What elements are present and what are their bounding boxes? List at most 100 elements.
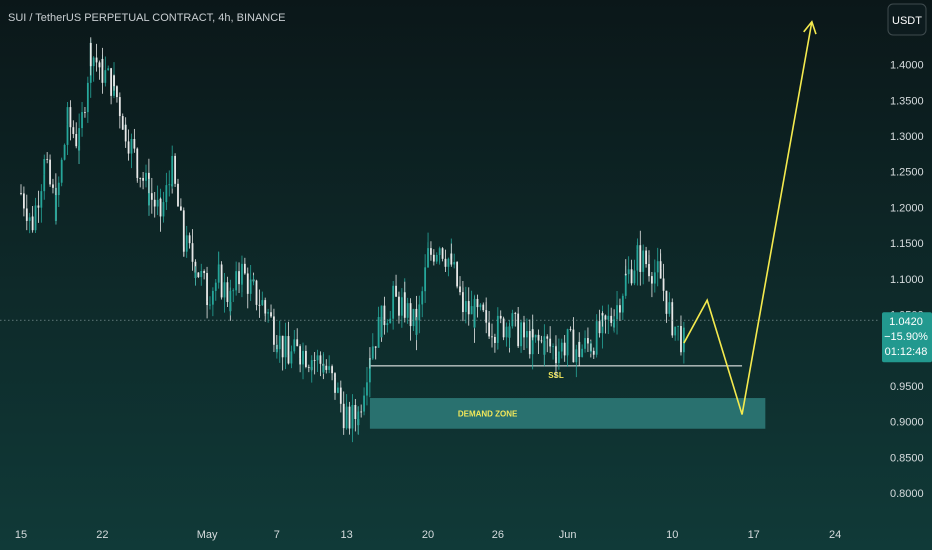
candle-body <box>555 356 557 364</box>
candle-body <box>438 248 441 254</box>
candle-body <box>653 272 656 284</box>
candle-body <box>380 305 383 338</box>
candle-body <box>255 280 258 305</box>
candle-body <box>624 273 627 296</box>
candle-body <box>281 335 284 358</box>
candle-body <box>482 304 485 311</box>
candle-layer <box>20 37 685 443</box>
projection-path[interactable] <box>683 21 813 415</box>
y-tick-label: 1.2000 <box>890 202 924 214</box>
candle-body <box>75 133 78 147</box>
candle-body <box>494 336 496 343</box>
candle-body <box>299 346 301 359</box>
candle-body <box>334 373 336 378</box>
x-tick-label: 13 <box>341 529 353 541</box>
candle-body <box>34 205 37 231</box>
candle-body <box>243 263 246 274</box>
candle-body <box>127 141 130 154</box>
candle-body <box>217 264 220 267</box>
x-tick-label: 15 <box>15 529 27 541</box>
candle-body <box>148 193 150 206</box>
candle-body <box>662 278 665 291</box>
candle-body <box>537 334 540 341</box>
candle-body <box>642 250 645 272</box>
candle-body <box>342 403 345 429</box>
candle-body <box>459 286 461 293</box>
candle-body <box>523 322 525 338</box>
candle-body <box>601 313 604 316</box>
candle-body <box>258 304 261 306</box>
candle-body <box>235 271 238 291</box>
candle-body <box>560 342 563 352</box>
candle-body <box>98 62 101 68</box>
candle-body <box>249 279 252 294</box>
candle-body <box>328 366 331 370</box>
currency-button[interactable]: USDT <box>887 3 927 36</box>
y-tick-label: 0.9500 <box>890 381 924 393</box>
candle-body <box>200 271 203 278</box>
candle-body <box>645 250 647 265</box>
candle-body <box>177 183 179 207</box>
candle-body <box>139 177 142 179</box>
candle-body <box>473 298 476 328</box>
candle-body <box>171 155 174 187</box>
demand-zone[interactable] <box>369 398 766 429</box>
candle-body <box>238 271 240 285</box>
candle-body <box>223 282 226 298</box>
price-badge-price: 1.0420 <box>889 316 923 328</box>
candle-body <box>467 301 470 315</box>
candle-body <box>49 159 51 185</box>
candle-body <box>549 338 552 347</box>
candle-body <box>389 318 392 324</box>
candle-body <box>546 336 549 339</box>
candle-body <box>66 124 69 145</box>
candle-body <box>366 382 368 396</box>
candle-body <box>412 308 415 327</box>
candle-body <box>636 249 639 271</box>
candle-body <box>543 336 546 355</box>
candle-body <box>520 322 522 334</box>
candle-body <box>133 138 136 149</box>
candle-body <box>188 235 191 244</box>
candle-body <box>116 86 118 98</box>
candle-body <box>273 316 275 345</box>
candle-body <box>305 350 307 367</box>
x-tick-label: May <box>197 529 218 541</box>
x-tick-label: Jun <box>559 529 577 541</box>
candle-body <box>616 305 618 320</box>
candle-body <box>334 377 336 393</box>
candle-body <box>444 258 447 267</box>
candle-body <box>400 297 403 316</box>
x-tick-label: 20 <box>422 529 434 541</box>
candle-body <box>302 350 304 365</box>
candle-body <box>430 248 432 255</box>
currency-button-label: USDT <box>892 15 922 27</box>
candle-body <box>674 326 677 336</box>
candle-body <box>142 177 144 181</box>
candle-body <box>81 112 83 129</box>
candle-body <box>374 346 377 348</box>
candle-body <box>214 282 217 291</box>
candle-body <box>595 321 598 355</box>
candle-body <box>621 295 624 313</box>
candle-body <box>95 57 98 63</box>
candle-body <box>296 339 299 347</box>
candle-body <box>453 262 456 265</box>
candle-body <box>418 304 421 321</box>
candle-body <box>118 97 121 117</box>
candle-body <box>57 182 60 196</box>
candle-body <box>121 116 124 130</box>
candle-body <box>252 280 255 282</box>
candle-body <box>182 246 185 252</box>
candle-body <box>136 148 139 169</box>
candle-body <box>395 285 397 297</box>
candle-body <box>421 291 424 305</box>
x-tick-label: 7 <box>274 529 280 541</box>
candle-body <box>589 350 592 352</box>
y-tick-label: 1.1500 <box>890 238 924 250</box>
candle-body <box>206 301 208 306</box>
candle-body <box>540 340 543 342</box>
candle-body <box>627 269 630 275</box>
